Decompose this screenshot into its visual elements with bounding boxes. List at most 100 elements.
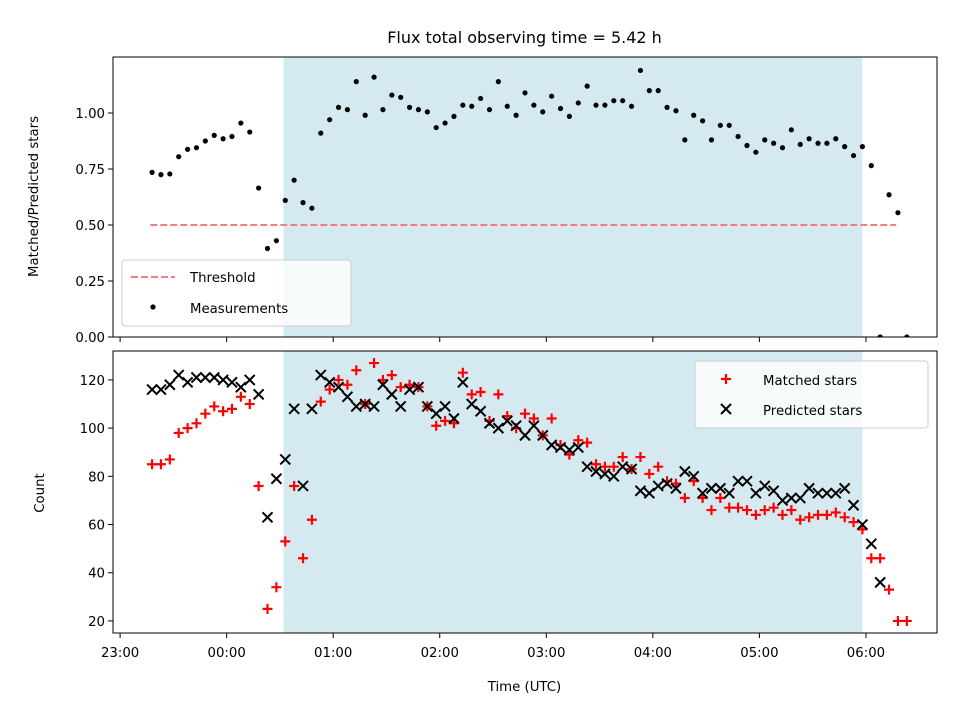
data-point (850, 152, 857, 159)
data-point (779, 145, 786, 151)
legend-label: Measurements (190, 302, 288, 317)
data-point (877, 334, 883, 337)
data-point (652, 480, 664, 492)
data-point (673, 108, 679, 114)
data-point (741, 475, 753, 487)
data-point (492, 422, 505, 434)
data-point (475, 386, 486, 397)
data-point (777, 509, 788, 520)
data-point (273, 238, 279, 244)
data-point (430, 407, 442, 420)
y-tick-label: 20 (88, 615, 105, 630)
legend-label: Matched stars (763, 374, 857, 389)
data-point (528, 413, 539, 424)
data-point (714, 482, 727, 495)
data-point (635, 452, 646, 463)
data-point (280, 536, 291, 547)
data-point (510, 420, 522, 432)
data-point (794, 492, 806, 504)
data-point (158, 172, 164, 178)
data-point (190, 371, 203, 384)
data-point (573, 435, 584, 446)
data-point (830, 487, 842, 499)
y-tick-label: 100 (80, 422, 105, 437)
data-point (513, 112, 519, 118)
data-point (528, 420, 540, 432)
data-point (457, 367, 468, 378)
data-point (191, 418, 202, 429)
data-point (448, 418, 459, 429)
data-point (813, 509, 824, 520)
data-point (253, 480, 264, 491)
data-point (776, 494, 789, 507)
data-point (625, 463, 638, 475)
data-point (279, 453, 291, 466)
legend: Threshold Measurements (121, 259, 352, 327)
data-point (732, 475, 744, 487)
data-point (653, 461, 664, 472)
data-point (670, 478, 681, 489)
bottom-y-axis-title: Count (33, 473, 48, 513)
data-point (531, 102, 537, 108)
data-point (155, 383, 167, 396)
data-point (582, 437, 593, 448)
data-point (271, 582, 282, 593)
data-point (176, 154, 182, 160)
data-point (327, 117, 333, 123)
data-point (247, 129, 253, 135)
data-point (540, 109, 546, 115)
data-point (309, 205, 315, 211)
data-point (608, 461, 619, 472)
data-point (696, 487, 709, 499)
data-point (412, 381, 425, 393)
data-point (501, 415, 513, 427)
data-point (715, 493, 726, 504)
series-matched-stars (147, 358, 912, 626)
data-point (750, 509, 761, 520)
data-point (697, 493, 708, 504)
data-point (717, 122, 723, 128)
data-point (442, 120, 448, 126)
data-point (282, 197, 288, 203)
data-point (324, 384, 335, 395)
data-point (520, 408, 530, 419)
y-tick-label: 0.00 (75, 331, 105, 346)
data-point (768, 502, 779, 513)
data-point (644, 468, 655, 479)
data-point (235, 391, 246, 402)
chart-title: Flux total observing time = 5.42 h (387, 28, 662, 47)
data-point (904, 334, 910, 337)
data-point (859, 144, 866, 150)
legend-predicted-swatch (720, 403, 732, 415)
data-point (341, 391, 354, 403)
data-point (200, 408, 211, 419)
data-point (431, 420, 442, 431)
x-tick-label: 01:00 (314, 646, 352, 661)
data-point (537, 429, 549, 442)
data-point (306, 514, 317, 525)
data-point (590, 465, 602, 478)
data-point (226, 403, 237, 414)
data-point (591, 459, 602, 470)
data-point (460, 102, 466, 108)
data-point (403, 383, 416, 396)
data-point (368, 400, 380, 413)
x-tick-label: 23:00 (101, 646, 139, 661)
data-point (545, 439, 558, 451)
data-point (892, 615, 903, 626)
data-point (474, 405, 487, 417)
y-tick-label: 0.75 (75, 163, 105, 178)
data-point (235, 381, 247, 393)
data-point (199, 371, 212, 384)
data-point (795, 514, 806, 525)
data-point (332, 381, 345, 393)
data-point (202, 138, 208, 144)
data-point (256, 185, 262, 191)
data-point (173, 427, 184, 438)
data-point (306, 403, 318, 415)
x-tick-label: 04:00 (634, 646, 672, 661)
data-point (380, 107, 386, 113)
data-point (875, 553, 886, 564)
data-point (593, 102, 599, 108)
data-point (706, 505, 717, 516)
